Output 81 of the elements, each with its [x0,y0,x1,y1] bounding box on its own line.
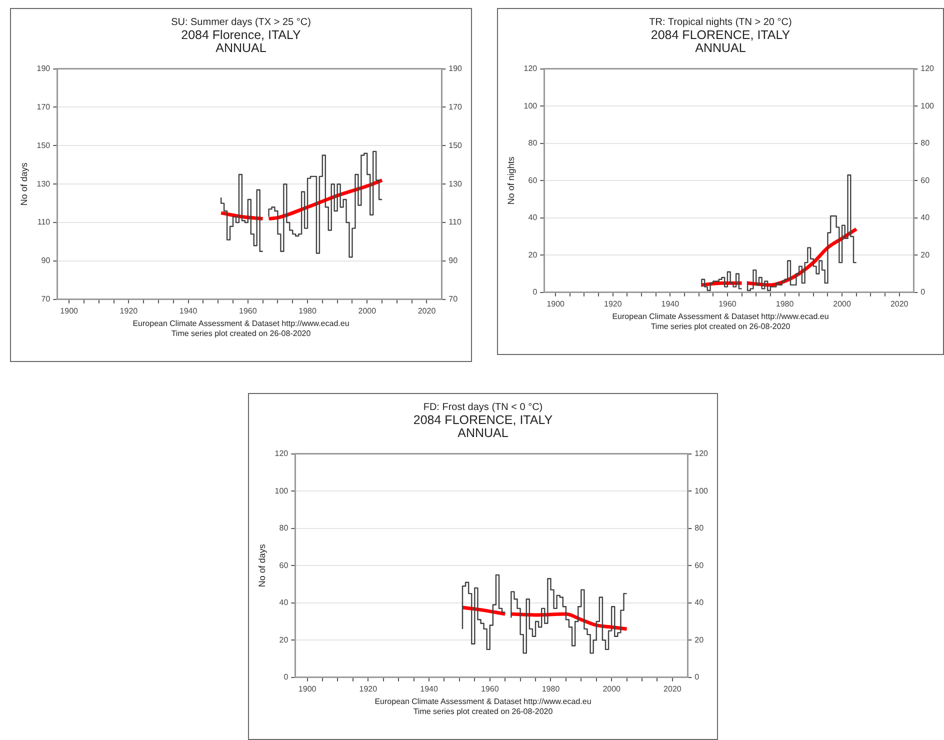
y-tick-label: 90 [41,256,51,266]
y2-tick-label: 0 [694,672,700,682]
y2-tick-label: 90 [448,256,458,266]
y2-tick-label: 120 [920,64,935,74]
x-tick-label: 1940 [661,299,680,308]
text: ANNUAL [456,426,510,440]
y-tick-label: 40 [279,598,289,608]
y-tick-label: 100 [524,101,538,110]
x-tick-label: 1960 [239,306,258,316]
y2-tick-label: 120 [694,449,709,458]
text: European Climate Assessment & Dataset http://www.ecad.eu [611,312,830,322]
text: Time series plot created on 26-08-2020 [170,329,312,339]
y2-tick-label: 20 [920,250,930,260]
y2-tick-label: 100 [920,101,935,110]
chart-subtitle: 2084 Florence, ITALY [180,28,302,42]
x-tick-label: 1960 [718,299,737,308]
text: European Climate Assessment & Dataset http://www.ecad.eu [374,697,592,707]
text: ANNUAL [694,41,747,55]
text: Time series plot created on 26-08-2020 [650,322,792,332]
x-tick-label: 1900 [546,299,566,308]
y-tick-label: 80 [279,524,289,533]
y-tick-label: 130 [36,179,51,188]
y2-tick-label: 60 [694,560,704,570]
y-tick-label: 190 [36,64,51,74]
text: ANNUAL [214,41,268,55]
y2-tick-label: 0 [920,288,926,297]
y2-tick-label: 110 [448,218,462,227]
x-tick-label: 1920 [120,306,138,316]
y-tick-label: 60 [528,176,538,185]
y2-tick-label: 100 [694,486,709,496]
y-tick-label: 100 [274,486,289,496]
x-tick-label: 2020 [890,299,909,308]
chart-title: TR: Tropical nights (TN > 20 °C) [648,17,793,29]
y2-tick-label: 40 [694,598,704,608]
y2-tick-label: 80 [920,138,930,148]
y-tick-label: 40 [528,213,538,222]
text: European Climate Assessment & Dataset http://www.ecad.eu [132,319,350,329]
x-tick-label: 2020 [418,306,436,316]
x-tick-label: 1980 [776,299,794,308]
y2-tick-label: 190 [448,64,463,74]
y-axis-title: No of days [256,544,267,588]
y2-tick-label: 60 [920,176,930,185]
y-tick-label: 120 [274,449,289,458]
y-tick-label: 0 [532,288,538,297]
x-tick-label: 1940 [420,684,438,694]
chart-subtitle: 2084 FLORENCE, ITALY [650,28,792,42]
y2-tick-label: 80 [694,524,704,533]
y-tick-label: 70 [41,294,51,304]
x-tick-label: 1920 [359,684,378,694]
chart-subtitle: 2084 FLORENCE, ITALY [412,413,554,427]
x-tick-label: 2000 [602,684,622,694]
y2-tick-label: 70 [448,294,458,304]
y2-tick-label: 20 [694,635,704,644]
x-tick-label: 1960 [480,684,500,694]
x-tick-label: 2000 [833,299,852,308]
y-axis-title: No of days [18,162,29,206]
text: Time series plot created on 26-08-2020 [412,707,554,717]
x-tick-label: 1900 [60,306,79,316]
chart-title: FD: Frost days (TN < 0 °C) [422,402,544,414]
y2-tick-label: 170 [448,102,463,112]
x-tick-label: 1900 [298,684,317,694]
y-tick-label: 170 [36,102,51,112]
y-tick-label: 120 [524,64,538,74]
y-axis-title: No of nights [506,156,516,205]
y-tick-label: 80 [528,138,538,148]
y2-tick-label: 130 [448,179,463,188]
x-tick-label: 2000 [358,306,377,316]
x-tick-label: 1920 [604,299,622,308]
y-tick-label: 20 [279,635,289,644]
y2-tick-label: 40 [920,213,930,222]
y-tick-label: 110 [37,218,51,227]
y-tick-label: 20 [528,250,538,260]
chart-title: SU: Summer days (TX > 25 °C) [170,17,312,29]
x-tick-label: 1980 [298,306,317,316]
x-tick-label: 2020 [664,684,682,694]
y-tick-label: 60 [279,560,289,570]
y-tick-label: 150 [36,140,51,150]
x-tick-label: 1980 [542,684,560,694]
y2-tick-label: 150 [448,140,463,150]
x-tick-label: 1940 [179,306,198,316]
y-tick-label: 0 [284,672,289,682]
